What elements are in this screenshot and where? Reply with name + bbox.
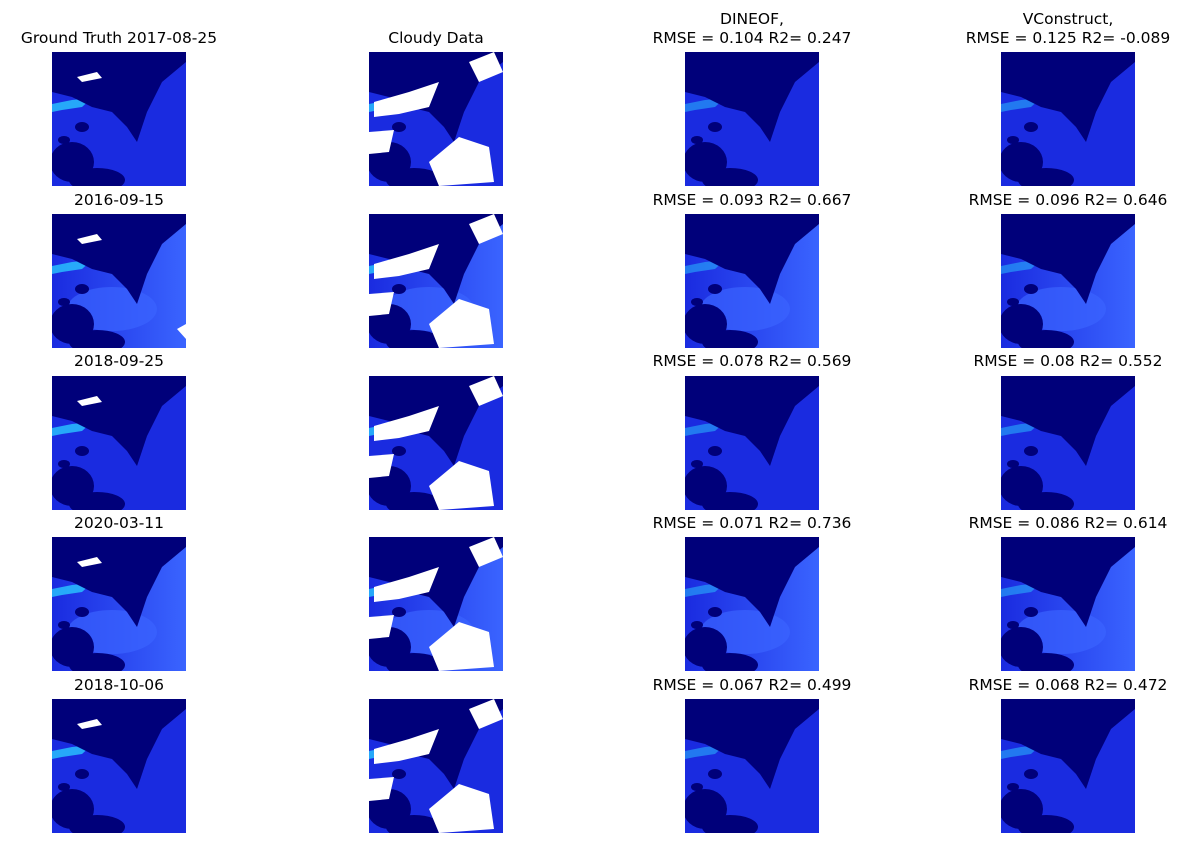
cloudy-data-image xyxy=(369,376,503,510)
cloudy-data-image xyxy=(369,537,503,671)
row-date-label: 2016-09-15 xyxy=(73,191,165,209)
dineof-metric-label: RMSE = 0.078 R2= 0.569 xyxy=(652,352,852,370)
row-date-label: 2018-10-06 xyxy=(73,676,165,694)
cloudy-data-header: Cloudy Data xyxy=(388,29,484,47)
dineof-metric-label: RMSE = 0.071 R2= 0.736 xyxy=(652,514,852,532)
ground-truth-image xyxy=(52,699,186,833)
ground-truth-image xyxy=(52,214,186,348)
dineof-metric-label: RMSE = 0.093 R2= 0.667 xyxy=(652,191,852,209)
row-date-label: 2020-03-11 xyxy=(73,514,165,532)
vconstruct-reconstruction-image xyxy=(1001,699,1135,833)
dineof-reconstruction-image xyxy=(685,214,819,348)
vconstruct-header-line1: VConstruct, xyxy=(1022,10,1114,28)
vconstruct-reconstruction-image xyxy=(1001,52,1135,186)
vconstruct-reconstruction-image xyxy=(1001,537,1135,671)
vconstruct-metric-label: RMSE = 0.08 R2= 0.552 xyxy=(973,352,1163,370)
ground-truth-image xyxy=(52,376,186,510)
dineof-reconstruction-image xyxy=(685,699,819,833)
cloudy-data-image xyxy=(369,214,503,348)
dineof-reconstruction-image xyxy=(685,537,819,671)
vconstruct-reconstruction-image xyxy=(1001,214,1135,348)
ground-truth-header: Ground Truth 2017-08-25 xyxy=(20,29,218,47)
dineof-reconstruction-image xyxy=(685,52,819,186)
dineof-reconstruction-image xyxy=(685,376,819,510)
dineof-header-line2: RMSE = 0.104 R2= 0.247 xyxy=(652,29,852,47)
vconstruct-reconstruction-image xyxy=(1001,376,1135,510)
cloudy-data-image xyxy=(369,52,503,186)
vconstruct-header-line2: RMSE = 0.125 R2= -0.089 xyxy=(965,29,1171,47)
row-date-label: 2018-09-25 xyxy=(73,352,165,370)
ground-truth-image xyxy=(52,52,186,186)
vconstruct-metric-label: RMSE = 0.068 R2= 0.472 xyxy=(968,676,1168,694)
ground-truth-image xyxy=(52,537,186,671)
dineof-metric-label: RMSE = 0.067 R2= 0.499 xyxy=(652,676,852,694)
cloudy-data-image xyxy=(369,699,503,833)
vconstruct-metric-label: RMSE = 0.086 R2= 0.614 xyxy=(968,514,1168,532)
dineof-header-line1: DINEOF, xyxy=(720,10,784,28)
vconstruct-metric-label: RMSE = 0.096 R2= 0.646 xyxy=(968,191,1168,209)
